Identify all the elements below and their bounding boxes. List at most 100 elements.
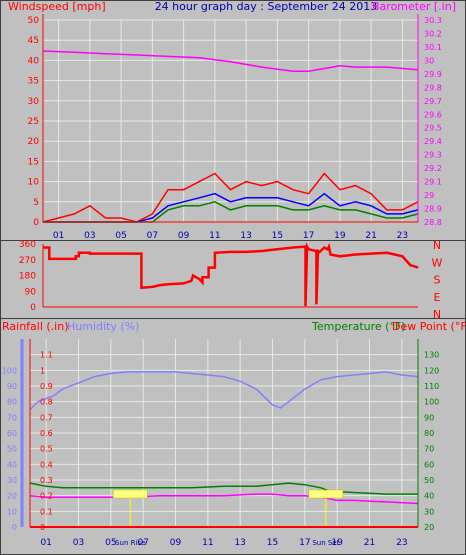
rainfall-tick-0-4: 0.4 [40, 460, 53, 469]
temperature-tick-90: 90 [424, 413, 434, 422]
direction-tick-270: 270 [19, 256, 36, 266]
series-barometer [42, 50, 419, 72]
windspeed-tick-5: 5 [33, 198, 39, 208]
humidity-tick-10: 10 [7, 507, 17, 516]
sun-label-sun-set: Sun Set [312, 539, 339, 547]
wind-x-tick-11: 11 [209, 231, 220, 241]
sun-marker-box-0 [112, 489, 148, 499]
weather-x-tick-03: 03 [73, 538, 84, 548]
rainfall-tick-0-1: 0.1 [40, 507, 53, 516]
wind-x-tick-17: 17 [303, 231, 314, 241]
series-wind-direction [43, 241, 419, 307]
weather-x-tick-01: 01 [40, 538, 51, 548]
windspeed-tick-0: 0 [33, 218, 39, 228]
direction-panel-series [43, 241, 419, 307]
humidity-tick-0: 0 [12, 523, 17, 532]
direction-tick-0: 0 [30, 303, 36, 313]
barometer-tick-30-3: 30.3 [424, 16, 442, 25]
weather-x-tick-21: 21 [364, 538, 375, 548]
compass-letter-s-2: S [434, 274, 441, 287]
series-windspeed-gust [42, 172, 419, 223]
windspeed-tick-15: 15 [28, 157, 39, 167]
barometer-tick-29-3: 29.3 [424, 151, 442, 160]
windspeed-tick-10: 10 [28, 178, 40, 188]
tick-labels: 01 03 05 07 09 11 13 15 17 19 21 230510152025303540… [2, 16, 443, 548]
barometer-tick-28-9: 28.9 [424, 205, 442, 214]
windspeed-tick-20: 20 [28, 137, 40, 147]
weather-x-tick-23: 23 [396, 538, 407, 548]
barometer-tick-29-6: 29.6 [424, 110, 442, 119]
weather-x-tick-19: 19 [331, 538, 343, 548]
barometer-tick-29: 29 [424, 191, 434, 200]
barometer-tick-29-4: 29.4 [424, 137, 442, 146]
compass-letter-n-4: N [433, 308, 441, 321]
humidity-tick-100: 100 [2, 366, 17, 375]
temperature-tick-20: 20 [424, 523, 434, 532]
barometer-tick-29-8: 29.8 [424, 83, 442, 92]
weather-x-tick-09: 09 [170, 538, 182, 548]
rainfall-tick-0-7: 0.7 [40, 413, 53, 422]
temperature-tick-50: 50 [424, 476, 434, 485]
graph-title: 24 hour graph day : September 24 2013 [155, 0, 378, 13]
rainfall-axis-title: Rainfall (.in) [2, 320, 69, 333]
temperature-tick-110: 110 [424, 382, 439, 391]
compass-letter-e-3: E [434, 291, 441, 304]
weather-x-tick-07: 07 [137, 538, 148, 548]
wind-x-tick-07: 07 [147, 231, 158, 241]
barometer-tick-29-5: 29.5 [424, 124, 442, 133]
series-humidity [29, 371, 419, 411]
rainfall-tick-1-1: 1.1 [40, 351, 53, 360]
weather-panel-grid [30, 339, 418, 528]
windspeed-tick-35: 35 [28, 77, 39, 87]
barometer-tick-30-2: 30.2 [424, 29, 442, 38]
windspeed-axis-title: Windspeed [mph] [8, 0, 106, 13]
windspeed-tick-40: 40 [28, 56, 40, 66]
series-dew-point [29, 493, 419, 505]
wind-x-tick-15: 15 [272, 231, 283, 241]
humidity-tick-20: 20 [7, 492, 17, 501]
humidity-tick-40: 40 [7, 460, 17, 469]
rainfall-tick-0-8: 0.8 [40, 398, 53, 407]
windspeed-tick-50: 50 [28, 16, 40, 26]
humidity-tick-90: 90 [7, 382, 17, 391]
wind-x-tick-03: 03 [84, 231, 95, 241]
barometer-tick-29-1: 29.1 [424, 178, 442, 187]
barometer-axis-title: Barometer [.in] [372, 0, 456, 13]
wind-x-tick-13: 13 [240, 231, 251, 241]
rainfall-tick-0-2: 0.2 [40, 492, 53, 501]
humidity-tick-30: 30 [7, 476, 17, 485]
wind-x-tick-19: 19 [334, 231, 346, 241]
windspeed-tick-25: 25 [28, 117, 39, 127]
rainfall-tick-0-9: 0.9 [40, 382, 53, 391]
wind-x-tick-21: 21 [365, 231, 376, 241]
barometer-tick-29-7: 29.7 [424, 97, 442, 106]
barometer-tick-30-1: 30.1 [424, 43, 442, 52]
direction-tick-90: 90 [25, 287, 37, 297]
rainfall-tick-0-6: 0.6 [40, 429, 53, 438]
humidity-tick-60: 60 [7, 429, 17, 438]
rainfall-tick-1: 1 [40, 366, 45, 375]
windspeed-tick-30: 30 [28, 97, 40, 107]
temperature-tick-100: 100 [424, 398, 439, 407]
wind-x-tick-09: 09 [178, 231, 190, 241]
humidity-axis-title: Humidity (%) [67, 320, 139, 333]
temperature-tick-80: 80 [424, 429, 434, 438]
humidity-tick-50: 50 [7, 445, 17, 454]
compass-letter-w-1: W [432, 256, 443, 269]
series-windspeed-average [43, 192, 419, 223]
rainfall-tick-0-3: 0.3 [40, 476, 53, 485]
weather-x-tick-13: 13 [234, 538, 245, 548]
wind-x-tick-01: 01 [53, 231, 64, 241]
compass-letter-n-0: N [433, 239, 441, 252]
direction-tick-360: 360 [19, 240, 36, 250]
temperature-tick-40: 40 [424, 492, 434, 501]
temperature-tick-70: 70 [424, 445, 434, 454]
windspeed-tick-45: 45 [28, 36, 39, 46]
weather-x-tick-11: 11 [202, 538, 213, 548]
sun-label-sun-rise: Sun Rise [115, 539, 145, 547]
direction-tick-180: 180 [19, 272, 36, 282]
temperature-tick-30: 30 [424, 507, 434, 516]
temperature-tick-130: 130 [424, 351, 439, 360]
